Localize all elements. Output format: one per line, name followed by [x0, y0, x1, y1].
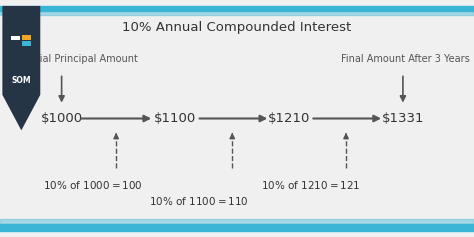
- Text: 10% Annual Compounded Interest: 10% Annual Compounded Interest: [122, 21, 352, 34]
- Bar: [11, 36, 20, 40]
- Text: SOM: SOM: [11, 76, 31, 85]
- Text: $1000: $1000: [41, 112, 82, 125]
- Bar: [22, 35, 31, 40]
- Bar: [0, 6, 474, 11]
- Bar: [0, 224, 474, 231]
- Text: $1210: $1210: [268, 112, 310, 125]
- Bar: [0, 219, 474, 224]
- Text: $1331: $1331: [382, 112, 424, 125]
- Text: 10% of $1100 = $110: 10% of $1100 = $110: [149, 196, 249, 207]
- Text: 10% of $1000 = $100: 10% of $1000 = $100: [43, 179, 142, 191]
- Text: 10% of $1210 = $121: 10% of $1210 = $121: [261, 179, 360, 191]
- Text: Initial Principal Amount: Initial Principal Amount: [24, 54, 137, 64]
- Bar: [22, 41, 31, 46]
- Text: Final Amount After 3 Years: Final Amount After 3 Years: [341, 54, 470, 64]
- Text: $1100: $1100: [154, 112, 197, 125]
- Polygon shape: [2, 6, 40, 130]
- Bar: [0, 11, 474, 15]
